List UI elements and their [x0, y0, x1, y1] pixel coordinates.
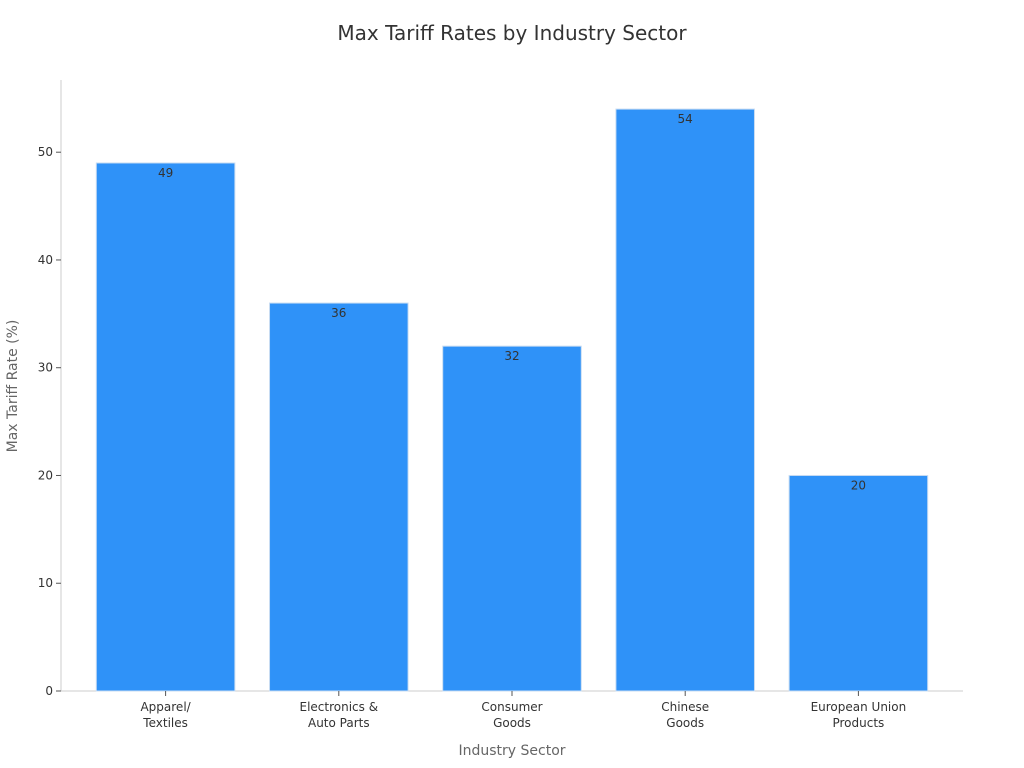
bar	[442, 345, 582, 692]
y-tick-label: 20	[38, 468, 53, 482]
bar	[615, 108, 755, 692]
x-tick-label-line: Products	[832, 716, 884, 730]
data-label: 54	[678, 112, 693, 126]
bar	[95, 162, 236, 692]
y-tick-label: 40	[38, 253, 53, 267]
data-label: 49	[158, 166, 173, 180]
x-axis-title: Industry Sector	[458, 743, 565, 759]
data-label: 20	[851, 478, 866, 492]
data-label: 36	[331, 306, 346, 320]
x-tick-label-line: European Union	[811, 700, 907, 714]
y-tick-label: 50	[38, 145, 53, 159]
x-tick-label-line: Goods	[666, 716, 704, 730]
chart-title: Max Tariff Rates by Industry Sector	[337, 21, 687, 45]
x-tick-label: Consumer Goods	[481, 700, 542, 730]
x-tick-label: Electronics & Auto Parts	[300, 700, 379, 730]
x-tick-label-line: Chinese	[661, 700, 709, 714]
y-axis-title: Max Tariff Rate (%)	[5, 320, 21, 453]
x-tick-label: Apparel/Textiles	[140, 700, 191, 730]
data-label: 32	[504, 349, 519, 363]
x-tick-label-line: Goods	[493, 716, 531, 730]
bar	[269, 302, 409, 692]
x-tick-label-line: Apparel/	[140, 700, 191, 714]
y-tick-label: 10	[38, 576, 53, 590]
x-tick-label: European Union Products	[811, 700, 907, 730]
y-tick-label: 30	[38, 361, 53, 375]
bar	[788, 474, 929, 692]
plot-area: 0 10 20 30 40 50 49 Apparel/Textiles 36 Electroni…	[38, 80, 963, 730]
x-tick-label-line: Textiles	[142, 716, 188, 730]
x-tick-label-line: Consumer	[481, 700, 542, 714]
x-tick-label-line: Electronics &	[300, 700, 379, 714]
x-tick-label: Chinese Goods	[661, 700, 709, 730]
x-tick-label-line: Auto Parts	[308, 716, 370, 730]
y-tick-label: 0	[45, 684, 53, 698]
